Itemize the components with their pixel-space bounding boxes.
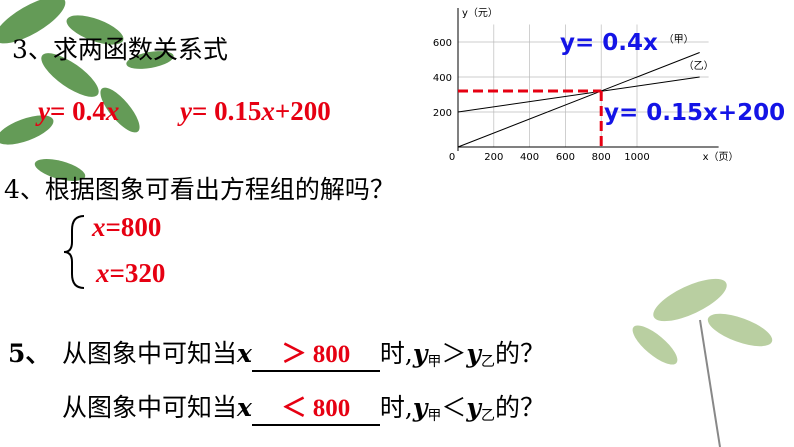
y-axis-label: y（元） — [462, 7, 498, 19]
answer: ＜ 800 — [251, 388, 380, 426]
text: 时, — [379, 339, 413, 368]
text: =800 — [105, 212, 162, 242]
var: y — [412, 339, 428, 368]
answer: ＞ 800 — [251, 334, 380, 372]
subscript: 乙 — [480, 354, 495, 370]
text: 的？ — [494, 393, 545, 422]
series-label: （甲） — [664, 34, 694, 46]
var: x — [237, 393, 252, 422]
x-tick-label: 1000 — [624, 152, 649, 163]
solution-2: x=320 — [96, 258, 165, 289]
var: y — [180, 96, 192, 126]
text: = 0.15 — [191, 96, 262, 126]
question-5-line-1: 从图象中可知当x ＞ 800 时,y甲＞y乙的？ — [62, 334, 545, 372]
annotation: y= 0.15x+200 — [604, 100, 785, 126]
var: y — [412, 393, 428, 422]
x-tick-label: 600 — [556, 152, 575, 163]
question-4: 4、根据图象可看出方程组的解吗？ — [4, 175, 395, 204]
solution-1: x=800 — [92, 212, 161, 243]
var: y — [466, 339, 481, 368]
brace — [63, 215, 85, 289]
var: x — [96, 258, 110, 288]
y-tick-label: 600 — [433, 38, 452, 49]
text: ＜ — [441, 393, 467, 422]
series-line — [457, 52, 700, 148]
question-5-number: 5、 — [8, 339, 51, 368]
series-line — [457, 76, 700, 113]
y-tick-label: 200 — [433, 108, 452, 119]
series-label: （乙） — [684, 60, 714, 72]
x-tick-label: 200 — [484, 152, 503, 163]
equation-1: y= 0.4x — [38, 96, 119, 127]
text: 从图象中可知当 — [62, 393, 238, 422]
var: y — [38, 96, 50, 126]
equation-2: y= 0.15x+200 — [180, 96, 331, 127]
x-tick-label: 400 — [520, 152, 539, 163]
chart: 200 400 600 0 200 400 600 800 1000 x（页） y（元） （甲） （乙）… — [424, 0, 794, 170]
y-tick-label: 400 — [433, 73, 452, 84]
x-tick-label: 0 — [449, 152, 455, 163]
question-5-line-2: 从图象中可知当x ＜ 800 时,y甲＜y乙的？ — [62, 388, 545, 426]
annotation: y= 0.4x — [560, 30, 658, 56]
text: 的？ — [494, 339, 545, 368]
var: x — [237, 339, 252, 368]
var: x — [261, 96, 275, 126]
text: ＞ — [441, 339, 467, 368]
var: y — [466, 393, 481, 422]
text: 从图象中可知当 — [62, 339, 238, 368]
x-axis-label: x（页） — [703, 151, 739, 163]
text: = 0.4 — [49, 96, 106, 126]
text: =320 — [109, 258, 166, 288]
var: x — [105, 96, 120, 126]
question-3: 3、求两函数关系式 — [12, 35, 228, 64]
text: 时, — [379, 393, 413, 422]
x-tick-label: 800 — [592, 152, 611, 163]
subscript: 甲 — [427, 408, 442, 424]
subscript: 甲 — [427, 354, 442, 370]
subscript: 乙 — [480, 408, 495, 424]
var: x — [92, 212, 106, 242]
text: +200 — [274, 96, 331, 126]
